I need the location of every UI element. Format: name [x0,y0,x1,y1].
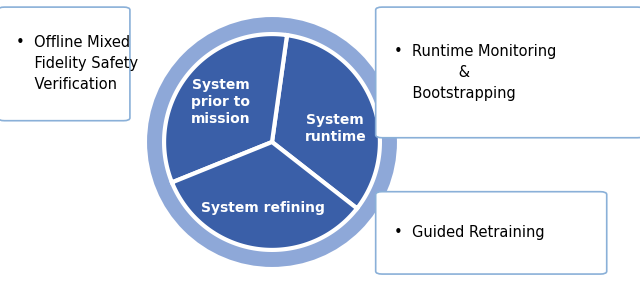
FancyBboxPatch shape [376,192,607,274]
Text: System
prior to
mission: System prior to mission [191,78,251,126]
Polygon shape [272,35,380,208]
Text: •  Runtime Monitoring
              &
    Bootstrapping: • Runtime Monitoring & Bootstrapping [394,44,556,101]
Text: System refining: System refining [201,201,324,215]
FancyBboxPatch shape [0,7,130,121]
Text: •  Guided Retraining: • Guided Retraining [394,225,544,240]
Text: System
runtime: System runtime [305,113,366,144]
Polygon shape [164,34,287,182]
Polygon shape [172,142,357,250]
Text: •  Offline Mixed
    Fidelity Safety
    Verification: • Offline Mixed Fidelity Safety Verifica… [16,36,138,92]
FancyBboxPatch shape [376,7,640,138]
Ellipse shape [147,17,397,267]
